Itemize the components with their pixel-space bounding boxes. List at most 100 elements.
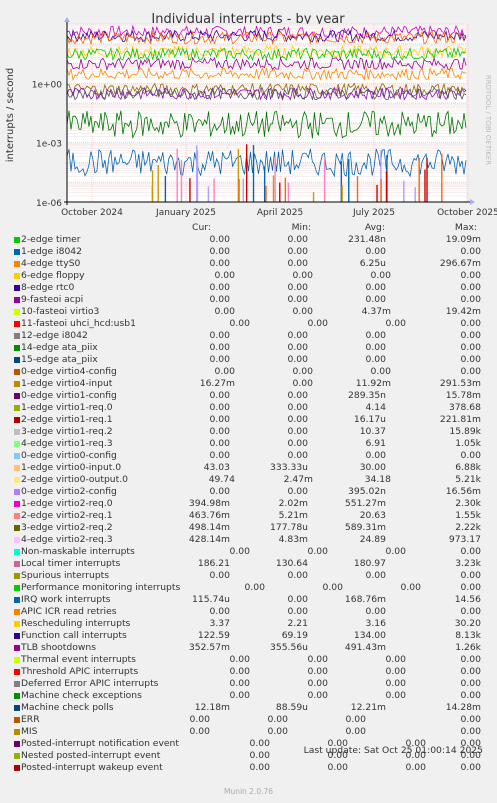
legend-series-name: 3-edge virtio1-req.2 (21, 426, 113, 437)
legend-max: 291.53m (439, 378, 481, 389)
legend-max: 296.67m (439, 258, 481, 269)
legend-cur: 0.00 (209, 354, 230, 365)
legend-series-name: 1-edge virtio2-req.0 (21, 498, 113, 509)
legend-swatch (14, 465, 20, 471)
legend-max: 0.00 (460, 582, 481, 593)
legend-swatch (14, 369, 20, 375)
legend-header-cur: Cur: (192, 222, 211, 233)
legend-row: Function call interrupts 122.59 69.19 134.0… (0, 630, 497, 642)
legend-series-name: 2-edge virtio1-req.1 (21, 414, 113, 425)
legend-max: 30.20 (454, 618, 481, 629)
legend-avg: 0.00 (365, 246, 386, 257)
legend-avg: 11.92m (355, 378, 391, 389)
legend-series-name: 4-edge ttyS0 (21, 258, 81, 269)
legend-avg: 168.76m (344, 594, 386, 605)
legend-row: TLB shootdowns 352.57m 355.56u 491.43m 1.26k (0, 642, 497, 654)
legend-rows: 2-edge timer 0.00 0.00 231.48n 19.09m 1-edge … (0, 234, 497, 774)
legend-max: 0.00 (460, 606, 481, 617)
legend-series-name: 2-edge virtio2-req.1 (21, 510, 113, 521)
legend-series-name: 15-edge ata_piix (21, 354, 98, 365)
legend-min: 0.00 (292, 378, 313, 389)
legend-row: 6-edge floppy 0.00 0.00 0.00 0.00 (0, 270, 497, 282)
legend-cur: 0.00 (229, 666, 250, 677)
legend-swatch (14, 597, 20, 603)
legend-series-name: 1-edge virtio4-input (21, 378, 113, 389)
legend-swatch (14, 513, 20, 519)
legend-series-name: IRQ work interrupts (21, 594, 111, 605)
legend-row: 12-edge i8042 0.00 0.00 0.00 0.00 (0, 330, 497, 342)
legend-row: 9-fasteoi acpi 0.00 0.00 0.00 0.00 (0, 294, 497, 306)
legend-min: 355.56u (270, 642, 308, 653)
legend-min: 0.00 (307, 666, 328, 677)
legend-row: 1-edge virtio1-req.0 0.00 0.00 4.14 378.68 (0, 402, 497, 414)
legend-max: 1.55k (455, 510, 481, 521)
legend-avg: 0.00 (385, 654, 406, 665)
legend-header: Cur: Min: Avg: Max: (0, 222, 497, 234)
legend-series-name: Thermal event interrupts (21, 654, 136, 665)
legend-series-name: Function call interrupts (21, 630, 127, 641)
legend-row: Rescheduling interrupts 3.37 2.21 3.16 30.20 (0, 618, 497, 630)
legend-avg: 12.21m (350, 702, 386, 713)
legend-row: 0-edge virtio0-config 0.00 0.00 0.00 0.00 (0, 450, 497, 462)
legend-avg: 0.00 (365, 606, 386, 617)
legend-max: 2.22k (455, 522, 481, 533)
legend-row: 8-edge rtc0 0.00 0.00 0.00 0.00 (0, 282, 497, 294)
legend-max: 0.00 (460, 666, 481, 677)
legend-avg: 0.00 (365, 282, 386, 293)
legend-row: 2-edge virtio2-req.1 463.76m 5.21m 20.63 1.5… (0, 510, 497, 522)
legend-max: 221.81m (439, 414, 481, 425)
series-line (66, 82, 467, 97)
legend-avg: 3.16 (365, 618, 386, 629)
legend-min: 0.00 (267, 726, 288, 737)
legend-min: 0.00 (287, 354, 308, 365)
legend-cur: 115.74u (192, 594, 230, 605)
legend-cur: 394.98m (188, 498, 230, 509)
legend-cur: 0.00 (249, 762, 270, 773)
legend-cur: 43.03 (203, 462, 230, 473)
legend-swatch (14, 237, 20, 243)
legend-cur: 0.00 (209, 450, 230, 461)
series-line (66, 29, 467, 44)
legend-swatch (14, 489, 20, 495)
legend-cur: 0.00 (249, 750, 270, 761)
legend-swatch (14, 633, 20, 639)
legend-series-name: 2-edge timer (21, 234, 81, 245)
legend-cur: 0.00 (209, 570, 230, 581)
x-tick-labels: October 2024 January 2025 April 2025 July 2… (61, 208, 497, 218)
legend-max: 0.00 (460, 282, 481, 293)
legend-swatch (14, 573, 20, 579)
legend-swatch (14, 321, 20, 327)
legend-series-name: 9-fasteoi acpi (21, 294, 84, 305)
legend-series-name: 8-edge rtc0 (21, 282, 75, 293)
legend-max: 0.00 (460, 678, 481, 689)
y-tick-label: 1e-06 (36, 199, 62, 209)
y-axis-label: interrupts / second (5, 68, 16, 162)
legend-cur: 0.00 (214, 366, 235, 377)
legend-series-name: Machine check exceptions (21, 690, 142, 701)
legend-min: 0.00 (287, 414, 308, 425)
legend-avg: 0.00 (385, 690, 406, 701)
legend-series-name: Local timer interrupts (21, 558, 121, 569)
legend-cur: 0.00 (189, 714, 210, 725)
x-axis-arrow (470, 199, 475, 205)
legend-row: MIS 0.00 0.00 0.00 0.00 (0, 726, 497, 738)
legend-series-name: 1-edge i8042 (21, 246, 82, 257)
legend-swatch (14, 477, 20, 483)
legend-row: 0-edge virtio4-config 0.00 0.00 0.00 0.00 (0, 366, 497, 378)
series-line (66, 66, 467, 82)
legend-min: 0.00 (287, 570, 308, 581)
legend-avg: 0.00 (385, 318, 406, 329)
legend-avg: 0.00 (405, 750, 426, 761)
legend-min: 130.64 (275, 558, 308, 569)
legend-row: Performance monitoring interrupts 0.00 0.0… (0, 582, 497, 594)
legend-min: 0.00 (287, 390, 308, 401)
legend-row: IRQ work interrupts 115.74u 0.00 168.76m 14.… (0, 594, 497, 606)
legend-avg: 4.14 (365, 402, 386, 413)
legend-cur: 0.00 (209, 606, 230, 617)
legend-max: 19.42m (445, 306, 481, 317)
legend-swatch (14, 669, 20, 675)
legend-max: 0.00 (460, 654, 481, 665)
legend-cur: 0.00 (244, 582, 265, 593)
legend-min: 2.02m (278, 498, 308, 509)
legend-avg: 0.00 (385, 666, 406, 677)
